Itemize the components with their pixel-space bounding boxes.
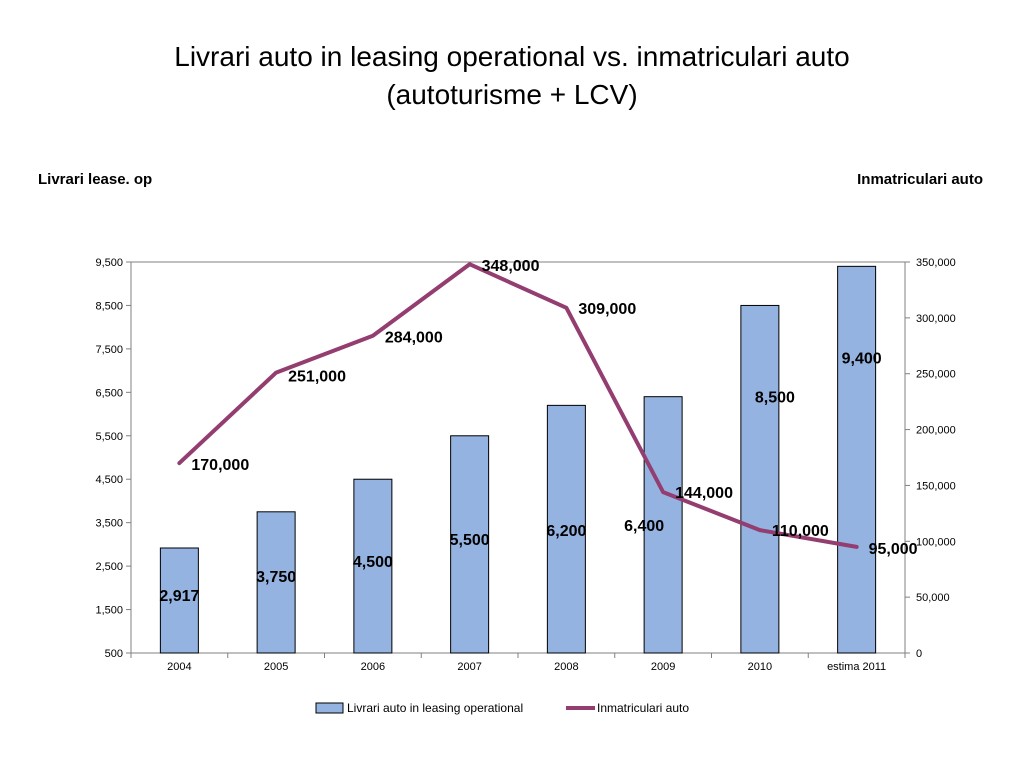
- bar-data-label: 6,400: [624, 518, 664, 535]
- left-axis-tick-label: 2,500: [95, 561, 123, 573]
- line-data-label: 251,000: [288, 369, 346, 386]
- left-axis-tick-label: 500: [105, 648, 123, 660]
- left-axis-tick-label: 4,500: [95, 474, 123, 486]
- right-axis-tick-label: 250,000: [916, 369, 956, 381]
- line-data-label: 95,000: [869, 541, 918, 558]
- left-axis-tick-label: 6,500: [95, 387, 123, 399]
- right-axis-tick-label: 350,000: [916, 257, 956, 269]
- line-data-label: 144,000: [675, 485, 733, 502]
- line-data-label: 348,000: [482, 258, 540, 275]
- bar: [353, 478, 393, 654]
- bar: [256, 511, 296, 654]
- bar-data-label: 3,750: [256, 569, 296, 586]
- x-axis-tick-label: 2008: [554, 661, 578, 673]
- x-axis-tick-label: 2009: [651, 661, 675, 673]
- bar-data-label: 2,917: [159, 588, 199, 605]
- right-axis-tick-label: 0: [916, 648, 922, 660]
- line-data-label: 309,000: [578, 301, 636, 318]
- legend-bar-swatch: [315, 702, 344, 714]
- x-axis-tick-label: 2004: [167, 661, 191, 673]
- bar-data-label: 9,400: [842, 350, 882, 367]
- legend-line-label: Inmatriculari auto: [597, 701, 689, 715]
- chart-title-line2: (autoturisme + LCV): [386, 79, 638, 110]
- line-data-label: 284,000: [385, 330, 443, 347]
- right-axis-title: Inmatriculari auto: [857, 171, 983, 188]
- left-axis-tick-label: 5,500: [95, 431, 123, 443]
- right-axis-tick-label: 200,000: [916, 425, 956, 437]
- x-axis-tick-label: estima 2011: [827, 661, 886, 673]
- right-axis-tick-label: 300,000: [916, 313, 956, 325]
- x-axis-tick-label: 2010: [748, 661, 772, 673]
- line-data-label: 110,000: [772, 523, 829, 540]
- chart-title-line1: Livrari auto in leasing operational vs. …: [174, 41, 850, 72]
- bar-data-label: 6,200: [546, 523, 586, 540]
- x-axis-tick-label: 2005: [264, 661, 288, 673]
- chart-title: Livrari auto in leasing operational vs. …: [0, 38, 1024, 114]
- bar: [837, 265, 877, 654]
- x-axis-tick-label: 2007: [457, 661, 481, 673]
- left-axis-tick-label: 7,500: [95, 344, 123, 356]
- bar: [740, 304, 780, 654]
- x-axis-tick-label: 2006: [361, 661, 385, 673]
- bar: [643, 396, 683, 654]
- left-axis-tick-label: 3,500: [95, 518, 123, 530]
- bar: [546, 404, 586, 654]
- left-axis-tick-label: 1,500: [95, 605, 123, 617]
- left-axis-title: Livrari lease. op: [38, 171, 153, 188]
- line-series: [177, 262, 859, 549]
- bar-data-label: 4,500: [353, 554, 393, 571]
- right-axis-tick-label: 150,000: [916, 480, 956, 492]
- bar-data-label: 5,500: [450, 532, 490, 549]
- right-axis-tick-label: 100,000: [916, 536, 956, 548]
- line-data-label: 170,000: [191, 457, 249, 474]
- left-axis-tick-label: 8,500: [95, 300, 123, 312]
- right-axis-tick-label: 50,000: [916, 592, 950, 604]
- bar: [159, 547, 199, 654]
- bar-data-label: 8,500: [755, 389, 795, 406]
- legend-bar-label: Livrari auto in leasing operational: [347, 701, 523, 715]
- left-axis-tick-label: 9,500: [95, 257, 123, 269]
- bar: [450, 435, 490, 654]
